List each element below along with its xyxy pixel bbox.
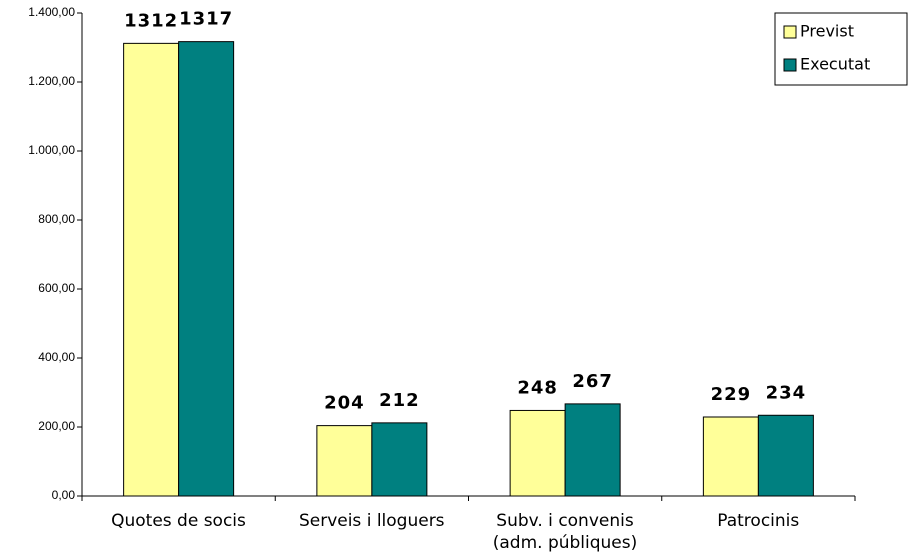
value-label: 267 [572, 371, 613, 392]
value-label: 248 [517, 377, 558, 398]
x-tick-label: Patrocinis [717, 511, 800, 531]
y-tick-label: 800,00 [38, 212, 75, 226]
y-tick-label: 1.200,00 [28, 74, 75, 88]
y-tick-label: 1.000,00 [28, 143, 75, 157]
legend-label: Previst [800, 22, 854, 41]
bar [564, 403, 621, 497]
legend-swatch [783, 58, 797, 72]
y-tick-label: 600,00 [38, 281, 75, 295]
bar [371, 422, 428, 497]
value-label: 229 [711, 384, 752, 405]
value-label: 234 [766, 382, 807, 403]
value-label: 1317 [179, 9, 233, 30]
x-tick-label: Subv. i convenis (adm. públiques) [492, 511, 638, 553]
value-label: 204 [324, 393, 365, 414]
legend-box [774, 12, 908, 86]
legend-swatch [783, 25, 797, 39]
y-tick-label: 200,00 [38, 419, 75, 433]
bar [316, 425, 373, 497]
bar [702, 416, 759, 497]
bar [757, 414, 814, 497]
value-label: 212 [379, 390, 420, 411]
y-tick-label: 1.400,00 [28, 5, 75, 19]
x-tick-label: Serveis i lloguers [298, 511, 445, 531]
y-tick-label: 0,00 [52, 488, 76, 502]
legend-label: Executat [800, 55, 870, 74]
x-tick-label: Quotes de socis [111, 511, 246, 531]
value-label: 1312 [124, 10, 178, 31]
bar [123, 42, 180, 497]
y-tick-label: 400,00 [38, 350, 75, 364]
bar [509, 409, 566, 497]
bar [178, 41, 235, 497]
